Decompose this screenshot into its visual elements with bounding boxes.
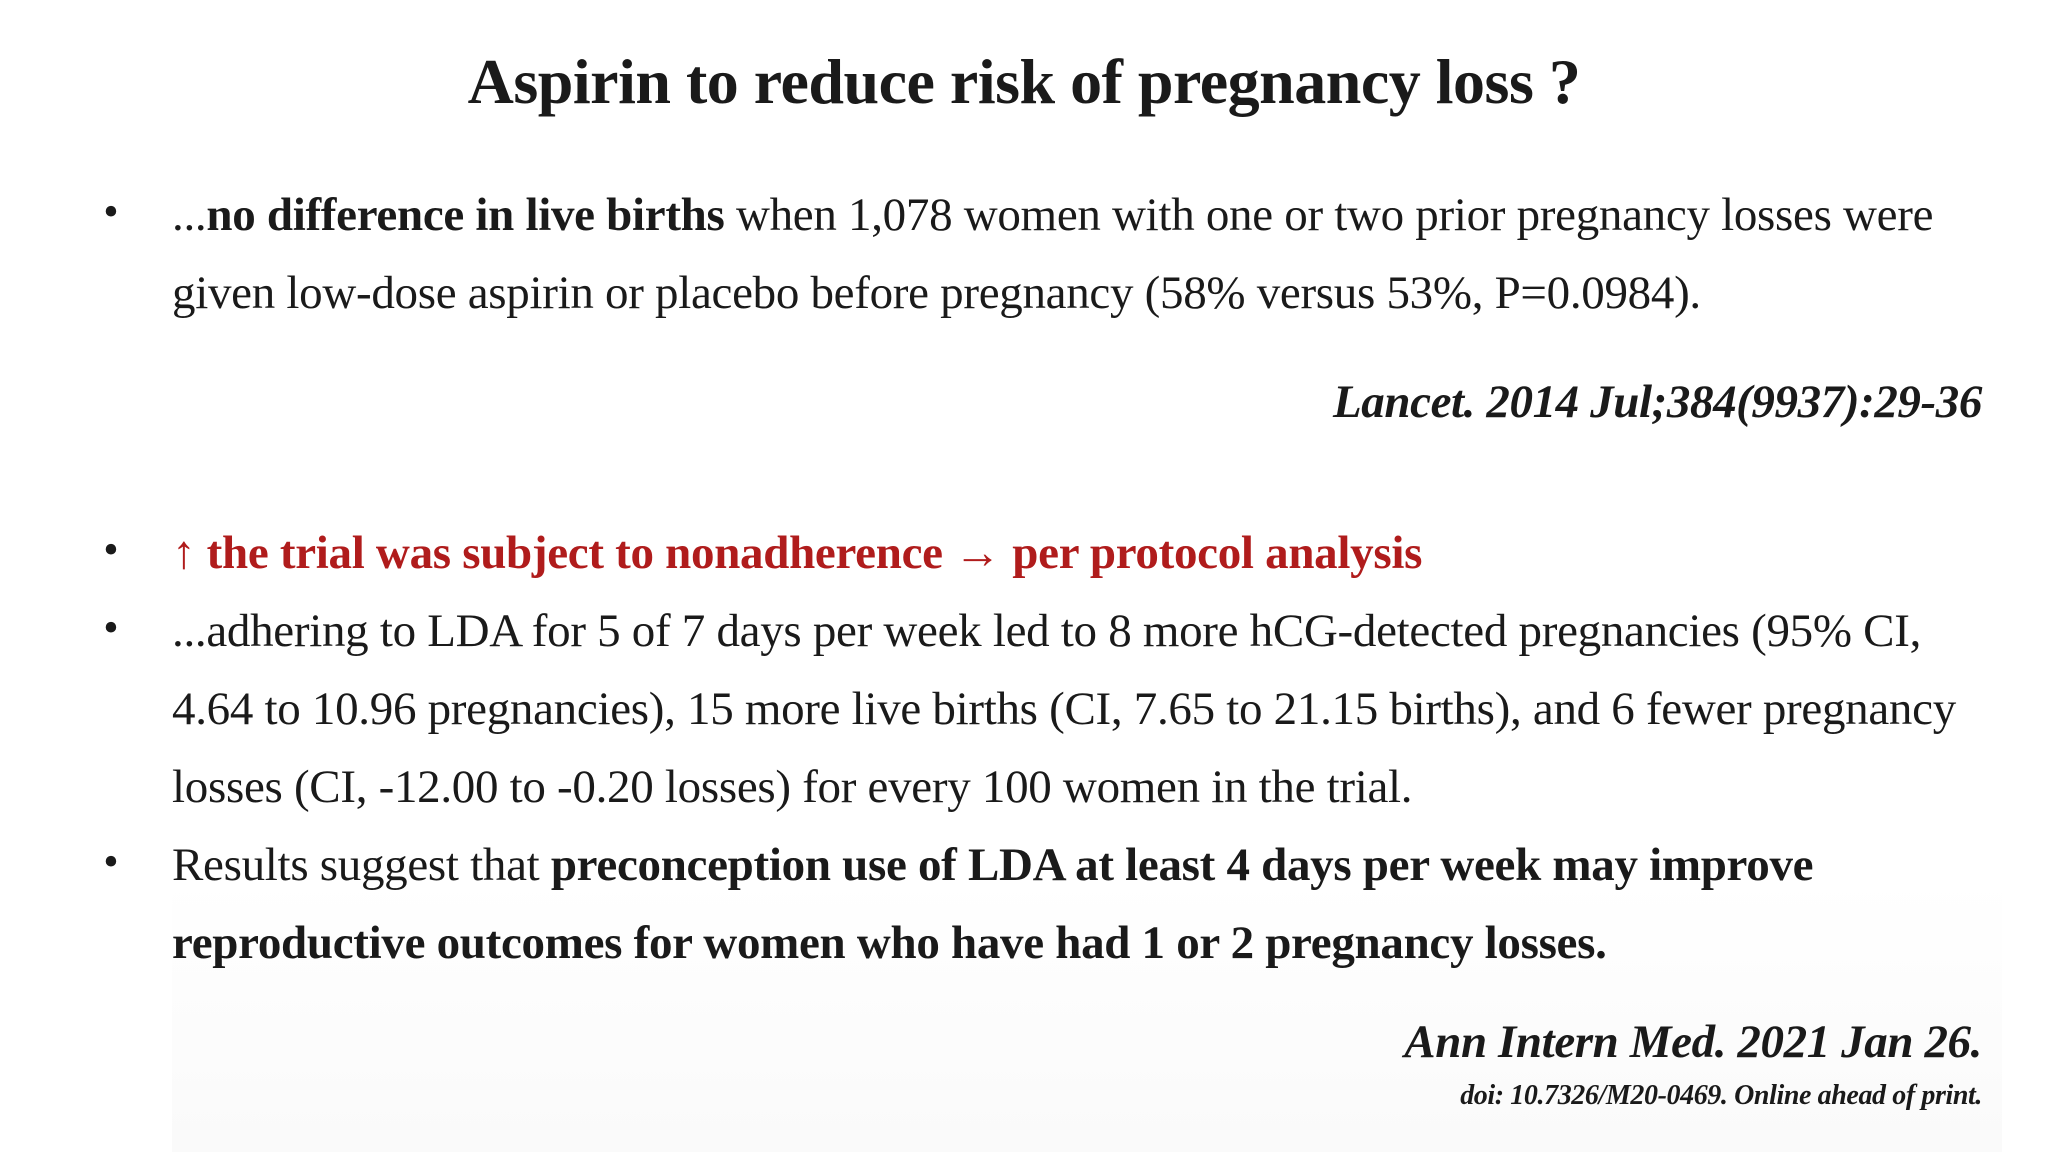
bullet-4-text: Results suggest that preconception use o… <box>172 826 1982 982</box>
citation-annals: Ann Intern Med. 2021 Jan 26. <box>1404 1016 1982 1068</box>
bullet-1-text: ...no difference in live births when 1,0… <box>172 176 1982 332</box>
bullet-marker: • <box>103 603 119 652</box>
background-shade <box>172 878 2002 1152</box>
bullet-1-rest: when 1,078 women with one or two prior p… <box>172 189 1934 319</box>
bullet-marker: • <box>103 525 119 574</box>
bullet-3-text: ...adhering to LDA for 5 of 7 days per w… <box>172 605 1956 813</box>
bullet-1-prefix: ... <box>172 189 207 241</box>
citation-lancet: Lancet. 2014 Jul;384(9937):29-36 <box>1332 376 1982 428</box>
bullet-marker: • <box>103 837 119 886</box>
bullet-4-emphasis: preconception use of LDA at least 4 days… <box>172 839 1814 969</box>
bullet-4-prefix: Results suggest that <box>172 839 551 891</box>
slide-title: Aspirin to reduce risk of pregnancy loss… <box>467 46 1581 117</box>
citation-annals-doi: doi: 10.7326/M20-0469. Online ahead of p… <box>1460 1080 1982 1111</box>
bullet-1-emphasis: no difference in live births <box>206 189 725 241</box>
bullet-marker: • <box>103 187 119 236</box>
bullet-2-text: ↑ the trial was subject to nonadherence … <box>172 527 1423 579</box>
